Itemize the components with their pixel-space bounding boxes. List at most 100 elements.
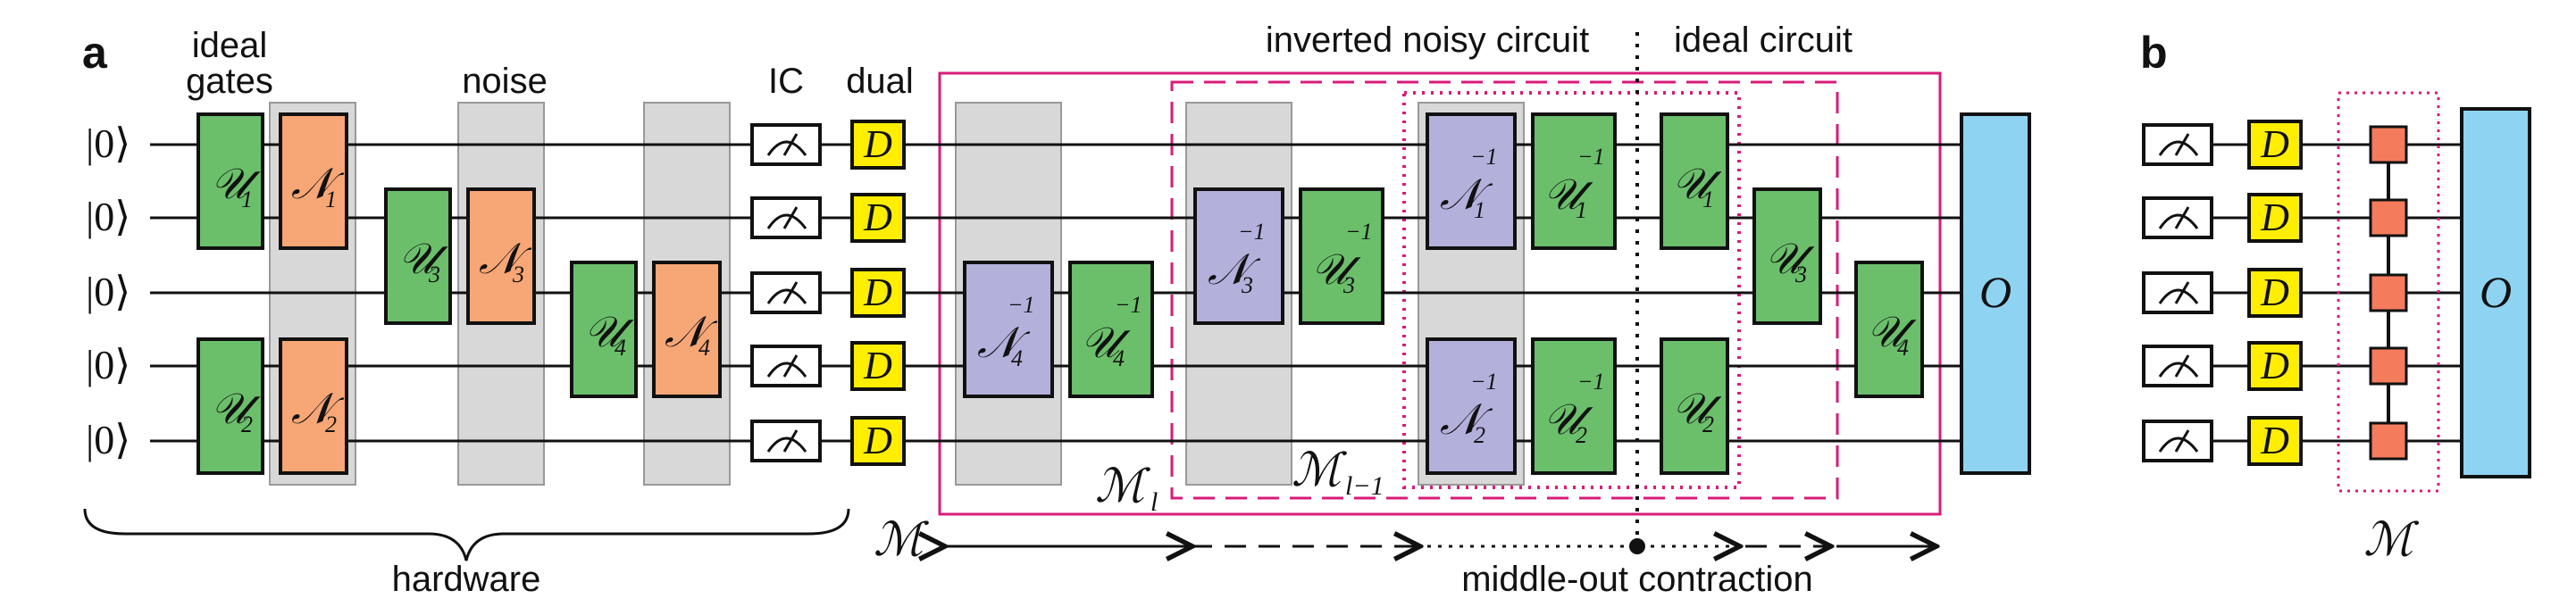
gate-U4-ideal: 𝒰 4	[1854, 261, 1924, 398]
map-label-M-b: ℳ	[2363, 515, 2419, 566]
a-ic-meter-q4	[750, 345, 822, 387]
mps-tensor-q4	[2369, 346, 2408, 386]
a-ic-meter-q2	[750, 196, 822, 239]
svg-text:D: D	[863, 270, 892, 314]
svg-text:−1: −1	[1238, 219, 1266, 245]
mps-tensor-q3	[2369, 273, 2408, 312]
ic-column-b	[2142, 123, 2213, 462]
input-state-q1: |0⟩	[86, 121, 130, 166]
svg-text:1: 1	[1576, 197, 1587, 223]
a-dual-gate-q1: D	[850, 120, 906, 170]
b-dual-gate-q2: D	[2247, 193, 2303, 243]
gate-N3-inverse: 𝒩 3 −1	[1193, 187, 1284, 325]
map-label-M: ℳ	[874, 515, 929, 566]
gate-U3-ideal: 𝒰 3	[1752, 187, 1822, 325]
hardware-brace: hardware	[83, 508, 850, 599]
gate-N1-inverse: 𝒩 1 −1	[1426, 112, 1517, 250]
mps-tensor-q1	[2369, 125, 2408, 164]
gate-U2-inverse: 𝒰 2 −1	[1531, 337, 1617, 475]
b-ic-meter-q2	[2142, 196, 2213, 239]
svg-text:2: 2	[241, 412, 253, 437]
svg-text:l−1: l−1	[1345, 471, 1384, 501]
gate-U4: 𝒰 4	[570, 261, 638, 398]
gate-N3: 𝒩 3	[466, 187, 536, 325]
header-ic: IC	[768, 62, 804, 101]
gate-U3-inverse: 𝒰 3 −1	[1299, 187, 1384, 325]
svg-text:3: 3	[1342, 272, 1355, 298]
gate-N4-inverse: 𝒩 4 −1	[963, 261, 1054, 398]
middle-out-label: middle-out contraction	[1461, 560, 1813, 599]
b-ic-meter-q4	[2142, 345, 2213, 387]
b-dual-gate-q3: D	[2247, 268, 2303, 318]
svg-text:O: O	[2480, 267, 2512, 317]
contraction-arrows: middle-out contraction	[945, 538, 1936, 599]
gate-U1-inverse: 𝒰 1 −1	[1531, 112, 1617, 250]
a-dual-gate-q5: D	[850, 416, 906, 466]
svg-text:D: D	[863, 419, 892, 462]
svg-text:−1: −1	[1577, 144, 1605, 170]
svg-text:3: 3	[512, 262, 524, 287]
header-inverted-noisy-circuit: inverted noisy circuit	[1266, 21, 1589, 60]
a-ic-meter-q3	[750, 271, 822, 314]
svg-text:ℳ: ℳ	[1292, 445, 1347, 496]
gate-N1: 𝒩 1	[279, 112, 348, 250]
mps-tensors	[2369, 125, 2408, 461]
svg-text:ℳ: ℳ	[2363, 515, 2419, 566]
svg-text:−1: −1	[1470, 144, 1498, 170]
input-states: |0⟩ |0⟩ |0⟩ |0⟩ |0⟩	[86, 121, 130, 462]
svg-text:4: 4	[615, 335, 626, 361]
gate-N2: 𝒩 2	[279, 337, 348, 475]
b-dual-gate-q4: D	[2247, 341, 2303, 391]
header-gates: gates	[186, 62, 273, 101]
mps-tensor-q2	[2369, 198, 2408, 237]
svg-text:O: O	[1979, 267, 2011, 317]
svg-text:4: 4	[1113, 345, 1125, 371]
b-dual-gate-q5: D	[2247, 416, 2303, 466]
svg-text:4: 4	[698, 335, 710, 361]
gate-N4: 𝒩 4	[652, 261, 722, 398]
b-ic-meter-q1	[2142, 123, 2213, 166]
svg-text:1: 1	[325, 187, 337, 212]
header-dual: dual	[846, 62, 914, 101]
svg-text:l: l	[1150, 487, 1158, 517]
ic-column-a	[750, 123, 822, 462]
header-ideal-circuit: ideal circuit	[1674, 21, 1853, 60]
gate-U4-inverse: 𝒰 4 −1	[1068, 261, 1154, 398]
observable-b: O	[2460, 107, 2531, 478]
input-state-q5: |0⟩	[86, 417, 130, 462]
svg-text:ℳ: ℳ	[874, 515, 929, 566]
map-frame-b	[2337, 91, 2440, 493]
input-state-q2: |0⟩	[86, 194, 130, 239]
svg-text:−1: −1	[1115, 292, 1142, 318]
svg-text:−1: −1	[1345, 219, 1373, 245]
svg-text:3: 3	[1794, 262, 1807, 287]
svg-text:D: D	[2260, 122, 2289, 166]
input-state-q3: |0⟩	[86, 269, 130, 314]
svg-text:D: D	[863, 122, 892, 166]
svg-text:D: D	[2260, 419, 2289, 462]
panel-label-b: b	[2140, 28, 2168, 78]
svg-text:−1: −1	[1470, 369, 1498, 395]
svg-text:D: D	[2260, 195, 2289, 239]
a-ic-meter-q1	[750, 123, 822, 166]
panel-a: a ideal gates noise IC dual inverted noi…	[82, 21, 2031, 599]
map-label-Ml1: ℳ l−1	[1292, 445, 1384, 501]
header-noise: noise	[462, 62, 548, 101]
svg-text:3: 3	[1241, 272, 1253, 298]
svg-text:2: 2	[1474, 422, 1485, 448]
svg-text:D: D	[863, 344, 892, 387]
svg-text:ℳ: ℳ	[1095, 461, 1150, 512]
map-frame-Ml	[1170, 80, 1839, 500]
b-ic-meter-q5	[2142, 420, 2213, 462]
svg-text:D: D	[863, 195, 892, 239]
map-label-Ml: ℳ l	[1095, 461, 1158, 517]
header-ideal: ideal	[192, 26, 268, 65]
mps-tensor-q5	[2369, 421, 2408, 461]
b-ic-meter-q3	[2142, 271, 2213, 314]
gate-U3: 𝒰 3	[384, 187, 452, 325]
svg-text:4: 4	[1897, 335, 1909, 361]
a-dual-gate-q3: D	[850, 268, 906, 318]
svg-text:−1: −1	[1008, 292, 1035, 318]
